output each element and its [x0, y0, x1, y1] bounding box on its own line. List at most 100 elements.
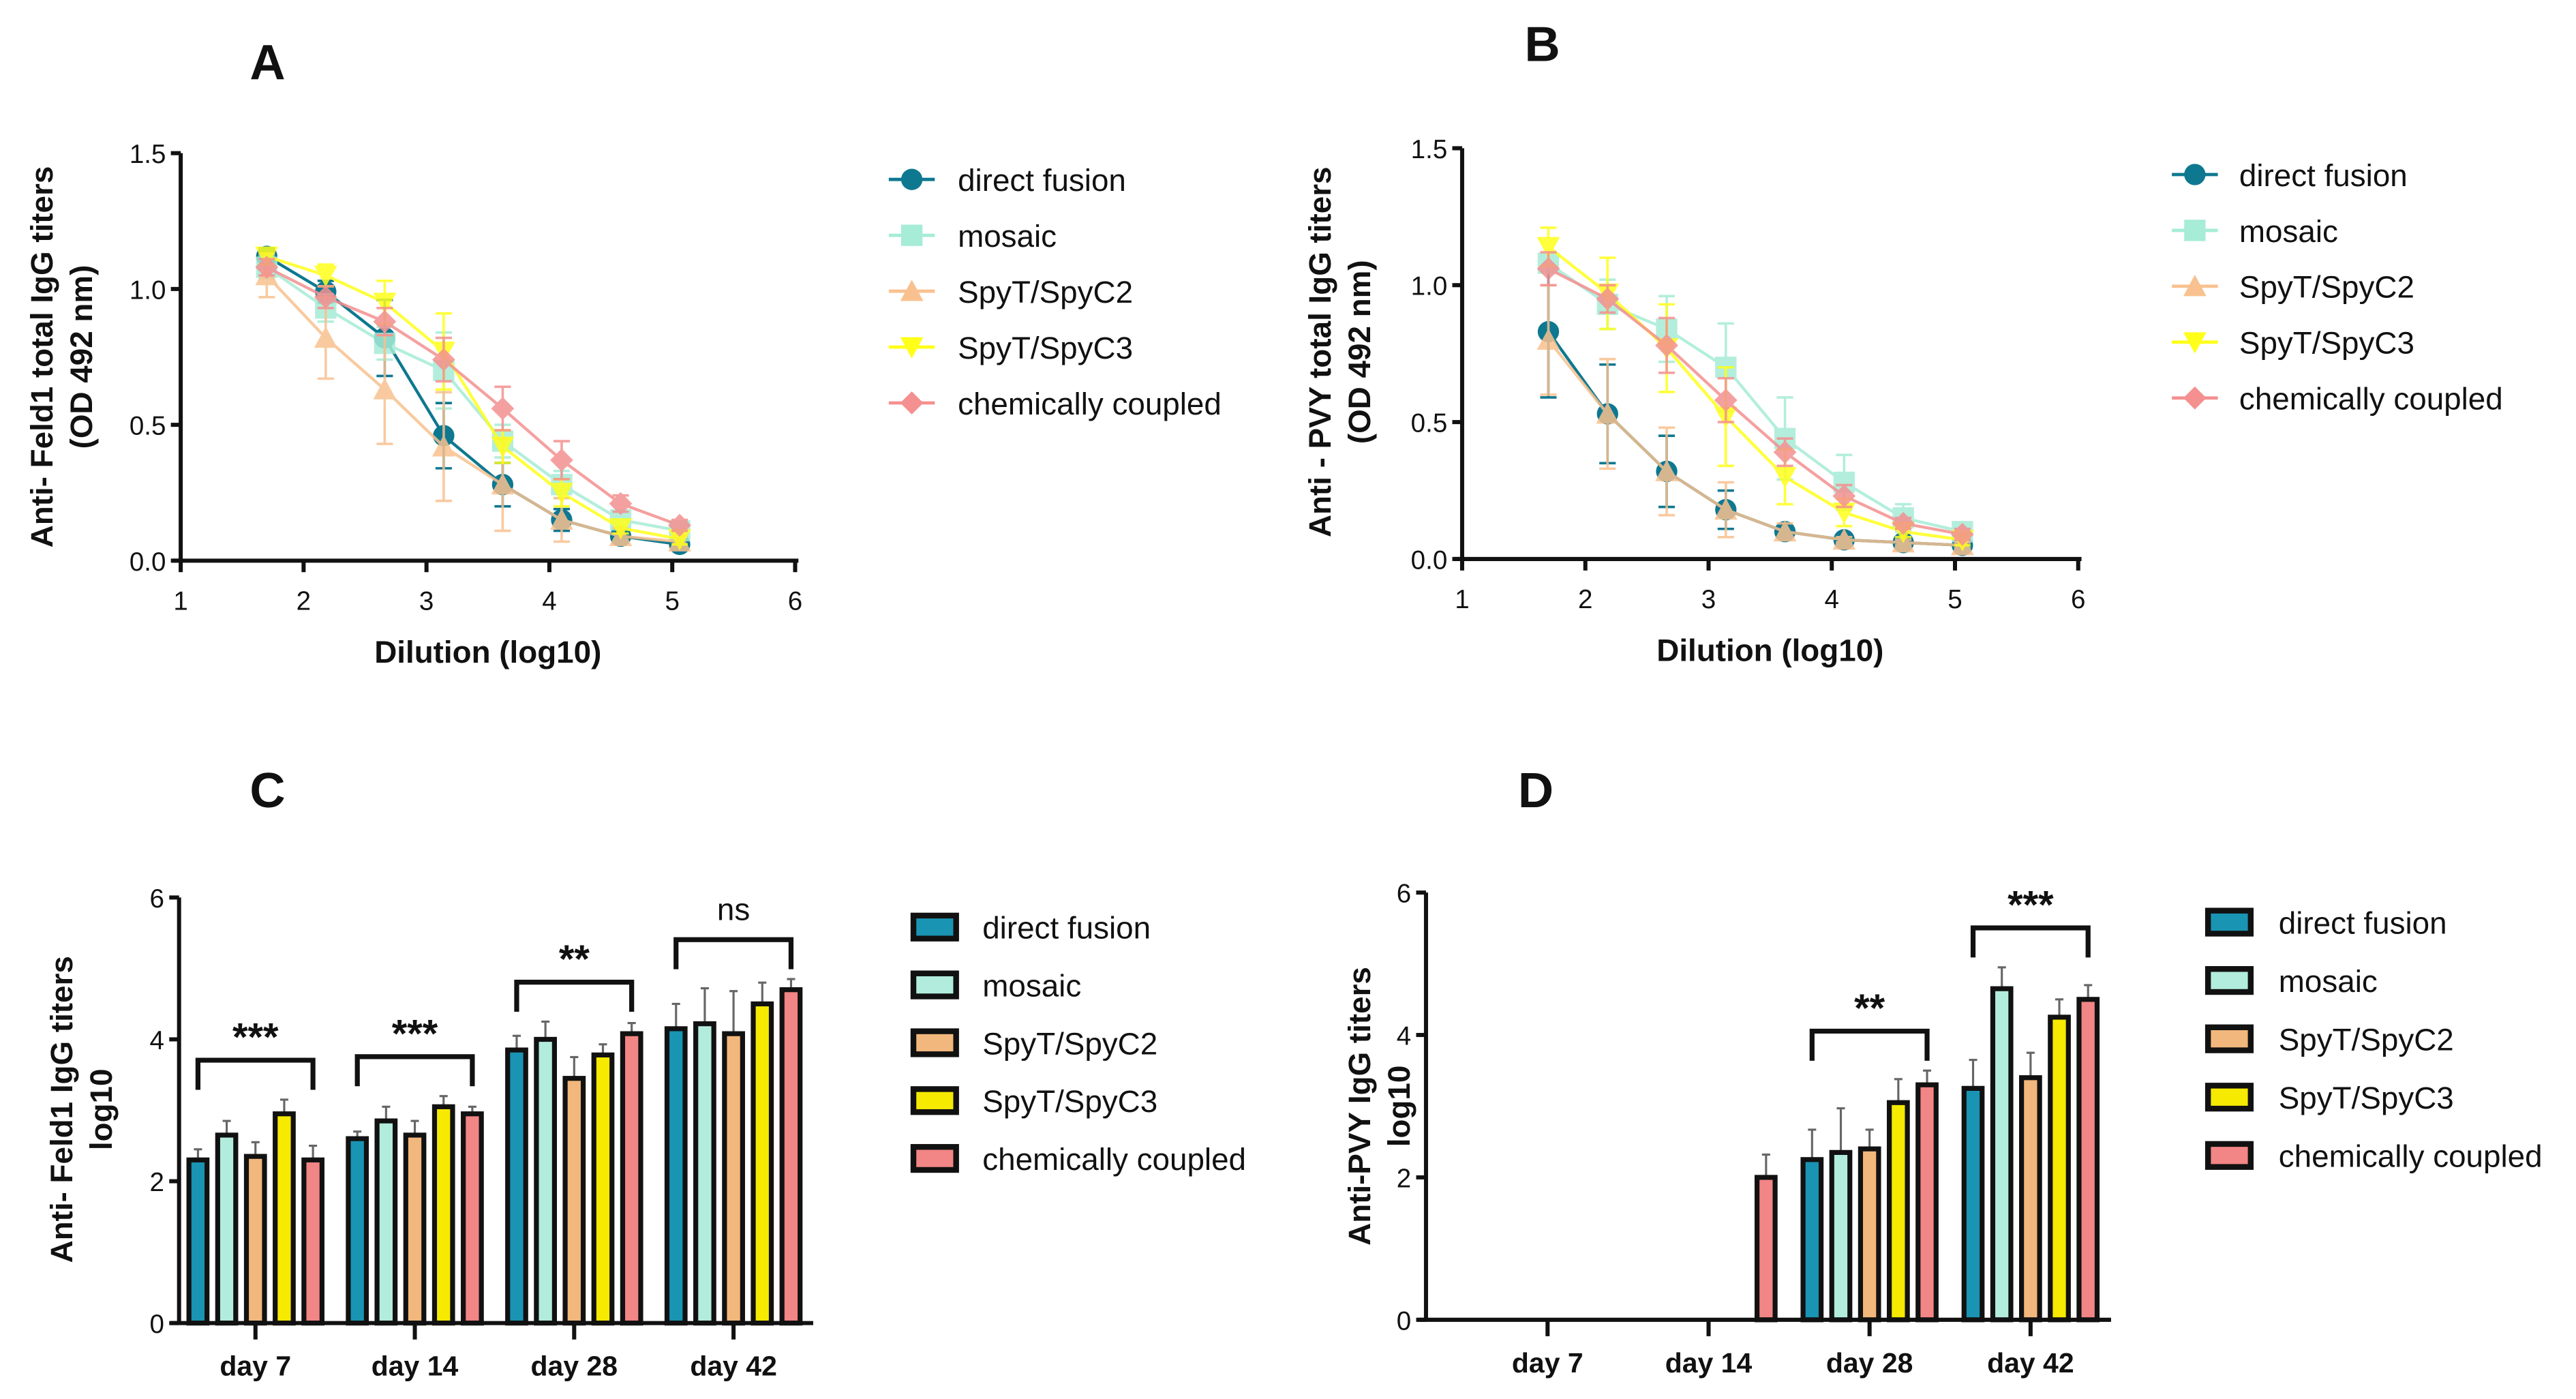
x-tick-label: day 42	[1987, 1347, 2074, 1379]
bar	[1800, 1157, 1824, 1323]
y-tick-label: 0.5	[130, 412, 166, 441]
bar	[243, 1154, 267, 1326]
legend-swatch	[910, 1028, 959, 1057]
legend-label: mosaic	[2279, 964, 2378, 999]
x-tick-label: day 42	[690, 1351, 777, 1382]
legend-swatch	[910, 1144, 959, 1173]
series-mosaic	[1829, 966, 2014, 1323]
significance-label: **	[559, 937, 590, 981]
data-point	[609, 518, 633, 540]
legend-label: SpyT/SpyC3	[982, 1084, 1157, 1119]
y-tick-label: 4	[150, 1026, 164, 1055]
y-axis-label-line: log10	[1382, 1066, 1416, 1147]
bar	[1858, 1146, 1881, 1323]
significance-label: ***	[392, 1012, 438, 1055]
series-spyt-spyc2	[1858, 1051, 2042, 1323]
data-point	[1714, 498, 1738, 520]
data-point	[1536, 328, 1560, 350]
bar	[346, 1136, 369, 1326]
legend-swatch	[910, 912, 959, 942]
y-tick-label: 0	[150, 1310, 164, 1339]
legend-label: mosaic	[958, 219, 1057, 254]
x-tick-label: day 28	[531, 1351, 618, 1382]
y-axis-label-line: log10	[84, 1069, 119, 1151]
legend-label: direct fusion	[2279, 905, 2447, 940]
bar	[1886, 1100, 1910, 1323]
bar	[2018, 1075, 2042, 1323]
bar	[534, 1036, 558, 1326]
legend-label: chemically coupled	[958, 387, 1222, 421]
legend-label: chemically coupled	[2239, 382, 2503, 417]
y-tick-label: 0.5	[1411, 409, 1448, 438]
significance-bracket	[354, 1054, 475, 1087]
y-axis-label-line: (OD 492 nm)	[1342, 260, 1377, 444]
legend-label: mosaic	[982, 969, 1081, 1004]
data-point	[1596, 402, 1620, 424]
data-point	[255, 256, 279, 279]
legend-label: SpyT/SpyC3	[2279, 1081, 2454, 1115]
x-tick-label: 3	[419, 587, 434, 616]
x-tick-label: day 28	[1826, 1347, 1913, 1379]
series-chemically-coupled	[1754, 984, 2100, 1323]
y-tick-label: 1.0	[130, 275, 166, 305]
series-spyt-spyc3	[1886, 998, 2071, 1323]
x-tick-label: 4	[1825, 585, 1839, 614]
legend-marker	[900, 224, 923, 246]
bar	[461, 1111, 484, 1326]
series-direct-fusion	[1800, 1059, 1985, 1323]
data-point	[550, 483, 573, 505]
bar	[779, 987, 803, 1326]
x-tick-label: 1	[1455, 585, 1469, 614]
y-axis-label: Anti - PVY total IgG titers (OD 492 nm)	[1303, 167, 1377, 538]
bar	[751, 1001, 774, 1326]
series-spyt-spyc2	[243, 990, 745, 1326]
legend-marker	[900, 280, 924, 301]
data-point	[314, 265, 337, 287]
legend-label: chemically coupled	[982, 1142, 1246, 1177]
series-mosaic	[215, 987, 716, 1326]
series-chemically-coupled	[301, 978, 803, 1326]
series-line	[1547, 267, 1963, 536]
bar	[505, 1047, 528, 1326]
bar	[664, 1026, 688, 1326]
data-point	[1892, 511, 1915, 535]
series-line	[266, 266, 680, 527]
x-tick-label: 2	[297, 587, 311, 616]
significance-bracket	[195, 1057, 316, 1090]
significance-label: **	[1854, 987, 1885, 1030]
y-tick-label: 2	[150, 1168, 164, 1197]
series-direct-fusion	[186, 1002, 688, 1326]
data-point	[373, 310, 397, 333]
legend-label: SpyT/SpyC3	[2239, 326, 2414, 361]
data-point	[1536, 257, 1560, 281]
y-tick-label: 0	[1397, 1306, 1411, 1336]
legend-marker	[2183, 386, 2207, 410]
x-tick-label: 6	[788, 587, 802, 616]
series-line	[1547, 245, 1963, 541]
legend-label: SpyT/SpyC2	[958, 275, 1133, 310]
series-spyt-spyc3	[1536, 226, 1974, 552]
x-tick-label: day 14	[372, 1351, 459, 1382]
y-axis-label-line: (OD 492 nm)	[64, 265, 99, 449]
significance-label: ***	[232, 1016, 279, 1059]
series-line	[266, 255, 680, 541]
x-tick-label: 5	[665, 587, 679, 616]
y-tick-label: 6	[1397, 879, 1411, 909]
bar	[215, 1132, 239, 1326]
bar	[693, 1021, 716, 1326]
series-spyt-spyc3	[273, 981, 774, 1326]
data-point	[491, 472, 515, 495]
legend-swatch	[2204, 907, 2254, 937]
legend-marker	[2184, 164, 2206, 185]
panel-label-c: C	[249, 764, 285, 818]
panel-label-d: D	[1518, 764, 1554, 818]
data-point	[491, 436, 515, 458]
x-tick-label: 6	[2071, 585, 2085, 614]
bar	[186, 1157, 210, 1326]
legend-marker	[900, 391, 924, 415]
legend-marker	[900, 168, 923, 190]
data-point	[550, 449, 573, 472]
legend-swatch	[2204, 1083, 2254, 1112]
bar	[2048, 1014, 2071, 1323]
